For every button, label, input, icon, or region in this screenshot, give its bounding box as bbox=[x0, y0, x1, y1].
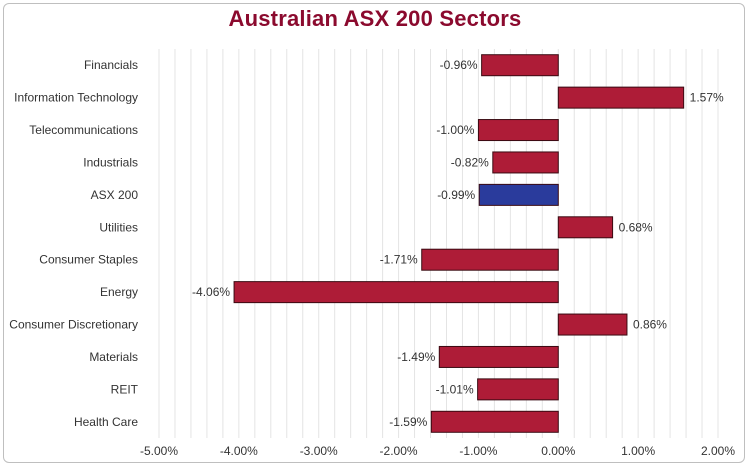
category-label: Materials bbox=[89, 350, 138, 364]
bar-highlight bbox=[478, 183, 559, 206]
chart-frame bbox=[3, 3, 745, 463]
x-tick-label: -5.00% bbox=[140, 444, 178, 458]
category-label: REIT bbox=[111, 382, 139, 396]
bar bbox=[492, 151, 559, 174]
x-tick-label: 2.00% bbox=[701, 444, 735, 458]
bar bbox=[481, 54, 559, 77]
x-tick-label: -1.00% bbox=[459, 444, 497, 458]
category-label: ASX 200 bbox=[91, 188, 139, 202]
data-label: -0.99% bbox=[437, 188, 475, 202]
chart-title: Australian ASX 200 Sectors bbox=[228, 6, 522, 31]
bar bbox=[421, 248, 559, 271]
category-label: Consumer Discretionary bbox=[9, 318, 138, 332]
data-label: 1.57% bbox=[690, 91, 724, 105]
bar bbox=[557, 86, 685, 109]
data-label: -0.82% bbox=[451, 155, 489, 169]
data-label: -1.59% bbox=[389, 415, 427, 429]
bar bbox=[438, 345, 559, 368]
category-label: Financials bbox=[84, 58, 138, 72]
data-label: -0.96% bbox=[440, 58, 478, 72]
data-label: 0.68% bbox=[619, 220, 653, 234]
category-label: Telecommunications bbox=[29, 123, 138, 137]
category-label: Consumer Staples bbox=[39, 253, 138, 267]
x-tick-label: -2.00% bbox=[380, 444, 418, 458]
category-label: Health Care bbox=[74, 415, 138, 429]
data-label: -4.06% bbox=[192, 285, 230, 299]
x-tick-label: 1.00% bbox=[621, 444, 655, 458]
data-label: -1.01% bbox=[436, 382, 474, 396]
x-tick-label: -4.00% bbox=[220, 444, 258, 458]
x-tick-label: 0.00% bbox=[541, 444, 575, 458]
category-label: Energy bbox=[100, 285, 138, 299]
category-label: Utilities bbox=[99, 220, 138, 234]
x-tick-label: -3.00% bbox=[300, 444, 338, 458]
data-label: -1.00% bbox=[436, 123, 474, 137]
category-label: Industrials bbox=[83, 155, 138, 169]
bar bbox=[477, 378, 559, 401]
category-label: Information Technology bbox=[14, 91, 138, 105]
bar bbox=[557, 216, 614, 239]
bar bbox=[477, 119, 559, 142]
bar bbox=[233, 281, 559, 304]
data-label: 0.86% bbox=[633, 318, 667, 332]
data-label: -1.71% bbox=[380, 253, 418, 267]
bar bbox=[430, 410, 559, 433]
data-label: -1.49% bbox=[397, 350, 435, 364]
bar bbox=[557, 313, 628, 336]
